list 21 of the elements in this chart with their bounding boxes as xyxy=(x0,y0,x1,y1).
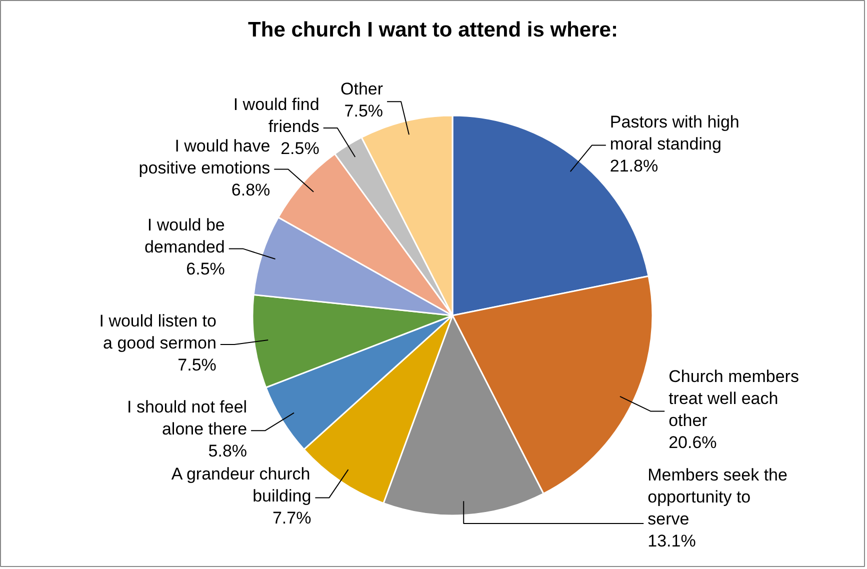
data-label: 7.7% xyxy=(272,508,312,528)
slice-label: Other xyxy=(340,80,384,99)
slice-label: Members seek the opportunity to serve xyxy=(648,466,788,528)
slice-label: I would find friends xyxy=(233,95,320,136)
slice-label: I should not feel alone there xyxy=(127,398,248,439)
data-label: 2.5% xyxy=(280,139,320,158)
data-label: 20.6% xyxy=(668,433,717,452)
slice-label: Church members treat well each other xyxy=(668,367,799,430)
slice-label: I would have positive emotions xyxy=(138,136,270,178)
data-label: 5.8% xyxy=(208,442,248,461)
slice-label: Pastors with high moral standing xyxy=(610,112,740,154)
data-label: 6.5% xyxy=(186,260,225,279)
slice-label: A grandeur church building xyxy=(171,464,312,506)
data-label: 7.5% xyxy=(178,356,216,374)
slice-label: I would listen to a good sermon xyxy=(99,312,216,352)
slice-label: I would be demanded xyxy=(144,216,225,257)
data-label: 13.1% xyxy=(648,532,696,550)
chart-title: The church I want to attend is where: xyxy=(248,18,618,42)
data-label: 6.8% xyxy=(231,180,270,200)
data-label: 21.8% xyxy=(610,156,658,176)
data-label: 7.5% xyxy=(344,102,384,121)
